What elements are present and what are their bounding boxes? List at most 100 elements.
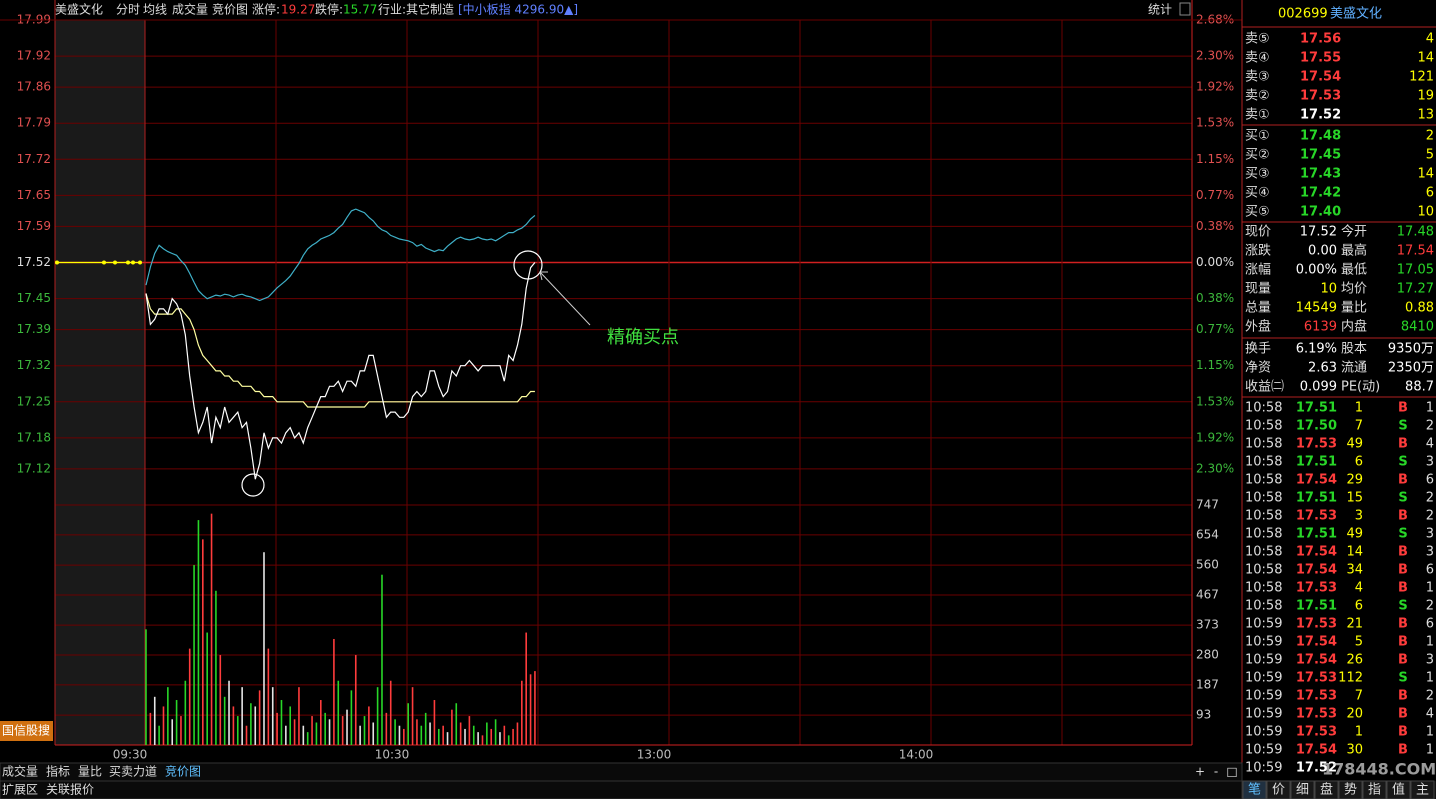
volume-bar	[398, 725, 401, 745]
trade-price: 17.53	[1296, 707, 1337, 722]
tab[interactable]	[1290, 780, 1315, 799]
volume-tick-label: 280	[1196, 648, 1219, 662]
stat-label: 外盘	[1245, 319, 1271, 335]
footer-tab[interactable]: 关联报价	[46, 782, 94, 797]
book-price: 17.52	[1300, 108, 1341, 123]
auction-area	[55, 20, 145, 745]
volume-bar	[180, 716, 182, 745]
footer-tab[interactable]: 成交量	[2, 764, 38, 779]
trade-side: S	[1398, 419, 1407, 434]
volume-bar	[494, 719, 497, 745]
trade-volume: 5	[1355, 635, 1363, 650]
trade-time: 10:59	[1245, 635, 1282, 650]
trade-price: 17.51	[1296, 599, 1337, 614]
volume-bar	[389, 680, 392, 745]
book-volume: 121	[1409, 70, 1434, 85]
footer-button[interactable]: □	[1226, 765, 1237, 779]
tab-label: 笔	[1248, 782, 1261, 798]
price-tick-label: 17.86	[17, 80, 51, 94]
stat-value: 0.00%	[1296, 263, 1337, 278]
tab[interactable]: 竞价图	[212, 3, 248, 17]
volume-bar	[394, 719, 396, 745]
tab[interactable]: 均线	[143, 3, 167, 17]
trade-side: S	[1398, 671, 1407, 686]
stats-button[interactable]: 统计	[1148, 3, 1172, 17]
stat-value: 88.7	[1405, 380, 1434, 395]
trade-time: 10:59	[1245, 743, 1282, 758]
tab[interactable]	[1386, 780, 1411, 799]
volume-bar	[258, 690, 261, 745]
footer-tab[interactable]: 量比	[78, 765, 102, 779]
volume-tick-label: 467	[1196, 587, 1219, 601]
tab[interactable]	[1242, 780, 1267, 799]
footer-tab[interactable]: 指标	[46, 764, 70, 779]
search-button[interactable]	[0, 721, 53, 741]
limit-label: 跌停:	[315, 2, 343, 17]
trade-volume: 21	[1346, 617, 1363, 632]
volume-bar	[219, 655, 222, 745]
footer-tab[interactable]: 竞价图	[165, 765, 201, 779]
watermark: 178448.COM	[1322, 760, 1436, 779]
percent-tick-label: 0.77%	[1196, 188, 1234, 202]
trade-side: B	[1398, 635, 1408, 650]
tab[interactable]: 分时	[116, 3, 140, 17]
footer-tab[interactable]: 扩展区	[2, 783, 38, 797]
volume-bar	[328, 719, 331, 745]
volume-bar	[184, 680, 187, 745]
tab[interactable]	[1314, 780, 1339, 799]
volume-bar	[521, 680, 523, 745]
stat-value: 0.099	[1300, 380, 1337, 395]
price-tick-label: 17.25	[17, 394, 51, 408]
footer-tab[interactable]: 买卖力道	[109, 765, 157, 779]
book-price: 17.45	[1300, 148, 1341, 163]
volume-bar	[167, 687, 169, 745]
trade-time: 10:59	[1245, 671, 1282, 686]
volume-bar	[320, 700, 322, 745]
trade-count: 2	[1426, 599, 1434, 614]
scroll-button[interactable]	[1179, 2, 1191, 16]
stat-value: 17.48	[1397, 225, 1434, 240]
tab[interactable]	[1338, 780, 1363, 799]
tab[interactable]	[1266, 780, 1291, 799]
volume-bar	[354, 655, 357, 745]
auction-point	[131, 260, 135, 265]
limit-up: 19.27	[281, 3, 315, 17]
price-tick-label: 17.32	[17, 358, 51, 372]
price-tick-label: 17.39	[17, 322, 51, 336]
stat-value: 2.63	[1308, 361, 1337, 376]
volume-bar	[451, 709, 453, 745]
trade-time: 10:59	[1245, 617, 1282, 632]
volume-bar	[424, 712, 427, 745]
volume-bar	[490, 728, 493, 745]
tab[interactable]: 成交量	[172, 2, 208, 17]
auction-point	[102, 260, 106, 265]
percent-tick-label: 0.38%	[1196, 291, 1234, 305]
stat-value: 14549	[1296, 301, 1337, 316]
book-volume: 2	[1426, 129, 1434, 144]
tab[interactable]	[1410, 780, 1435, 799]
volume-bar	[302, 725, 305, 745]
footer-button[interactable]: +	[1195, 765, 1205, 779]
percent-tick-label: 2.30%	[1196, 49, 1234, 63]
volume-bar	[477, 732, 479, 745]
volume-bar	[420, 725, 423, 745]
volume-bar	[188, 648, 191, 745]
tab[interactable]	[1362, 780, 1387, 799]
trade-price: 17.53	[1296, 509, 1337, 524]
volume-bar	[232, 706, 235, 745]
trade-volume: 1	[1355, 725, 1363, 740]
stat-label: 今开	[1341, 224, 1367, 240]
book-label: 卖②	[1245, 89, 1270, 104]
volume-tick-label: 93	[1196, 708, 1211, 722]
volume-bar	[311, 716, 313, 745]
average-line	[145, 293, 535, 408]
footer-button[interactable]: -	[1214, 765, 1218, 779]
trade-side: B	[1398, 743, 1408, 758]
trade-volume: 3	[1355, 509, 1363, 524]
price-tick-label: 17.79	[17, 116, 51, 130]
price-tick-label: 17.52	[17, 255, 51, 269]
stock-name: 美盛文化	[1330, 7, 1382, 22]
book-label: 买③	[1245, 167, 1270, 182]
